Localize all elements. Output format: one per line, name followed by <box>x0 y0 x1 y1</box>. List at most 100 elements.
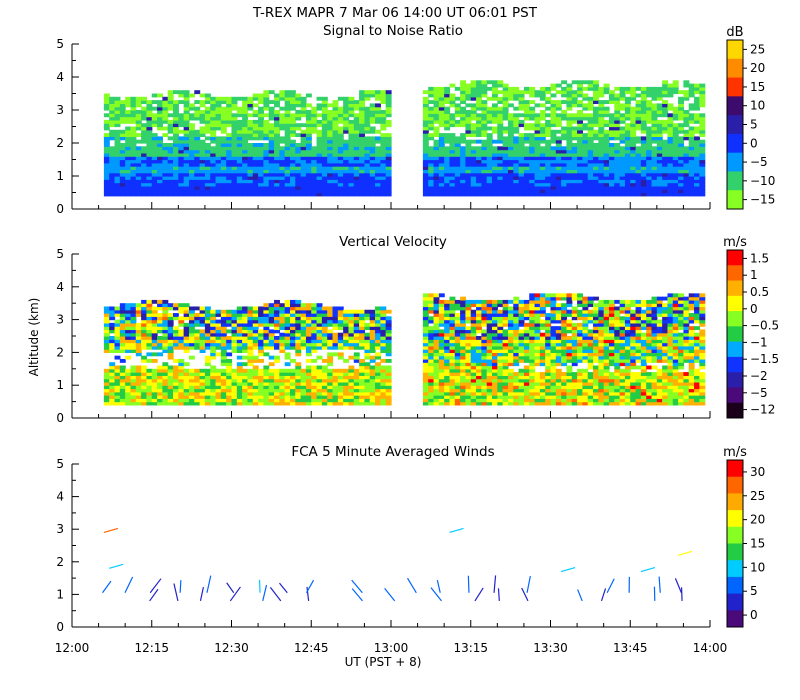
velocity-cell <box>305 322 312 327</box>
snr-cell <box>428 156 435 161</box>
snr-cell <box>460 83 467 88</box>
velocity-cell <box>135 332 142 337</box>
snr-cell <box>210 103 217 108</box>
snr-cell <box>428 123 435 128</box>
snr-cell <box>555 162 562 167</box>
snr-cell <box>220 106 227 111</box>
velocity-cell <box>454 326 461 331</box>
snr-cell <box>263 100 270 104</box>
snr-cell <box>571 156 578 161</box>
velocity-cell <box>444 342 451 347</box>
velocity-cell <box>247 342 254 347</box>
snr-cell <box>337 96 344 101</box>
snr-cell <box>146 126 153 131</box>
snr-cell <box>587 169 594 174</box>
velocity-cell <box>226 319 233 324</box>
snr-cell <box>438 93 445 98</box>
velocity-cell <box>433 391 440 396</box>
snr-cell <box>210 126 217 131</box>
snr-cell <box>539 86 546 91</box>
velocity-cell <box>348 378 355 383</box>
snr-cell <box>529 192 536 197</box>
snr-cell <box>630 172 637 177</box>
snr-cell <box>125 172 132 177</box>
snr-cell <box>646 143 653 147</box>
velocity-cell <box>114 309 121 314</box>
snr-cell <box>141 106 148 111</box>
snr-cell <box>646 185 653 190</box>
snr-cell <box>305 93 312 98</box>
snr-cell <box>555 152 562 157</box>
snr-cell <box>236 136 243 141</box>
velocity-cell <box>103 349 110 353</box>
snr-cell <box>316 182 323 187</box>
velocity-cell <box>135 342 142 347</box>
snr-cell <box>194 169 201 174</box>
snr-cell <box>497 106 504 111</box>
velocity-cell <box>438 316 445 321</box>
snr-cell <box>523 100 530 104</box>
snr-cell <box>215 100 222 104</box>
snr-cell <box>247 126 254 131</box>
snr-cell <box>311 106 318 111</box>
x-tick-label: 12:45 <box>294 641 329 655</box>
snr-cell <box>651 182 658 187</box>
snr-cell <box>630 192 637 197</box>
snr-cell <box>523 106 530 111</box>
snr-cell <box>566 159 573 164</box>
snr-cell <box>672 185 679 190</box>
snr-cell <box>672 86 679 91</box>
snr-cell <box>327 169 334 174</box>
snr-cell <box>279 106 286 111</box>
snr-cell <box>220 143 227 147</box>
snr-cell <box>380 116 387 121</box>
snr-cell <box>555 100 562 104</box>
snr-cell <box>672 139 679 144</box>
snr-cell <box>321 189 328 194</box>
velocity-cell <box>444 309 451 314</box>
snr-cell <box>587 166 594 170</box>
velocity-cell <box>375 319 381 324</box>
snr-cell <box>438 169 445 174</box>
velocity-cell <box>247 401 254 406</box>
snr-cell <box>492 156 498 161</box>
snr-cell <box>428 162 435 167</box>
velocity-cell <box>173 365 179 370</box>
snr-cell <box>258 192 264 197</box>
snr-cell <box>428 192 435 197</box>
snr-cell <box>481 86 488 91</box>
velocity-cell <box>157 339 163 344</box>
velocity-cell <box>305 395 312 399</box>
velocity-cell <box>167 385 174 390</box>
snr-cell <box>561 166 568 170</box>
velocity-cell <box>348 329 355 334</box>
velocity-cell <box>151 339 158 344</box>
snr-cell <box>662 162 669 167</box>
snr-cell <box>507 86 514 91</box>
snr-cell <box>231 146 238 151</box>
snr-cell <box>359 143 366 147</box>
velocity-cell <box>151 395 158 399</box>
velocity-cell <box>284 355 291 360</box>
snr-cell <box>624 106 631 111</box>
velocity-cell <box>178 385 185 390</box>
snr-cell <box>492 176 498 180</box>
snr-cell <box>157 103 163 108</box>
snr-cell <box>518 185 525 190</box>
snr-cell <box>369 136 376 141</box>
snr-cell <box>678 103 685 108</box>
velocity-cell <box>311 309 318 314</box>
velocity-cell <box>162 378 169 383</box>
snr-cell <box>157 159 163 164</box>
snr-cell <box>577 143 583 147</box>
snr-cell <box>316 113 323 118</box>
snr-cell <box>593 185 599 190</box>
snr-cell <box>587 136 594 141</box>
velocity-cell <box>167 391 174 396</box>
snr-cell <box>146 166 153 170</box>
velocity-cell <box>226 345 233 350</box>
velocity-cell <box>109 375 116 380</box>
snr-cell <box>183 116 190 121</box>
snr-cell <box>476 126 482 131</box>
snr-cell <box>353 129 360 134</box>
